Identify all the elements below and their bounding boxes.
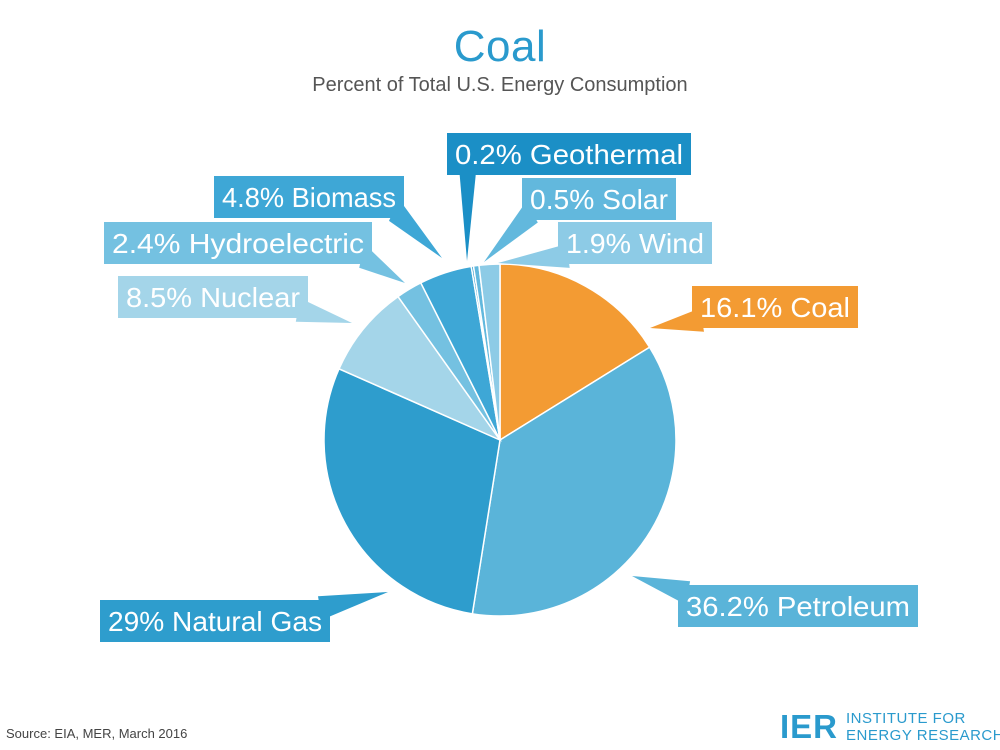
data-label-biomass: 4.8% Biomass (222, 182, 396, 213)
data-label-wind: 1.9% Wind (566, 228, 704, 259)
ier-logo-line2: ENERGY RESEARCH (846, 727, 1000, 744)
chart-title: Coal (453, 22, 547, 71)
ier-logo-mark: IER (780, 708, 839, 745)
data-label-coal: 16.1% Coal (700, 292, 850, 323)
data-label-geothermal: 0.2% Geothermal (455, 139, 683, 170)
label-pointer-coal (650, 308, 704, 332)
data-label-hydroelectric: 2.4% Hydroelectric (112, 228, 364, 259)
label-box-coal (692, 286, 858, 328)
label-box-petroleum (678, 585, 918, 627)
label-pointer-wind (498, 244, 570, 268)
label-callout-petroleum: 36.2% Petroleum (632, 576, 918, 627)
label-box-wind (558, 222, 712, 264)
data-label-solar: 0.5% Solar (530, 184, 668, 215)
data-label-natural-gas: 29% Natural Gas (108, 606, 322, 637)
ier-logo-line1: INSTITUTE FOR (846, 710, 966, 727)
data-label-petroleum: 36.2% Petroleum (686, 591, 910, 622)
data-label-nuclear: 8.5% Nuclear (126, 282, 300, 313)
source-note: Source: EIA, MER, March 2016 (6, 726, 188, 741)
label-callout-hydroelectric: 2.4% Hydroelectric (104, 222, 405, 283)
label-callout-nuclear: 8.5% Nuclear (118, 276, 352, 323)
label-callout-natural-gas: 29% Natural Gas (100, 592, 388, 642)
label-callout-wind: 1.9% Wind (498, 222, 712, 268)
label-pointer-natural-gas (318, 592, 388, 620)
label-box-natural-gas (100, 600, 330, 642)
label-pointer-petroleum (632, 576, 691, 605)
label-callout-solar: 0.5% Solar (484, 178, 676, 262)
label-box-geothermal (447, 133, 691, 175)
pie-slice-wind (478, 263, 501, 441)
chart-subtitle: Percent of Total U.S. Energy Consumption (312, 74, 688, 96)
label-callout-geothermal: 0.2% Geothermal (447, 133, 691, 261)
label-callout-coal: 16.1% Coal (650, 286, 858, 332)
label-callout-biomass: 4.8% Biomass (214, 176, 442, 258)
label-box-hydroelectric (104, 222, 372, 264)
label-box-solar (522, 178, 676, 220)
label-pointer-geothermal (458, 158, 476, 261)
pie-slice-petroleum (471, 346, 677, 617)
label-pointer-nuclear (295, 298, 352, 323)
pie-slice-coal (499, 263, 651, 442)
label-box-biomass (214, 176, 404, 218)
label-box-nuclear (118, 276, 308, 318)
pie-slice-natural-gas (323, 367, 501, 615)
pie-slice-nuclear (338, 295, 503, 442)
